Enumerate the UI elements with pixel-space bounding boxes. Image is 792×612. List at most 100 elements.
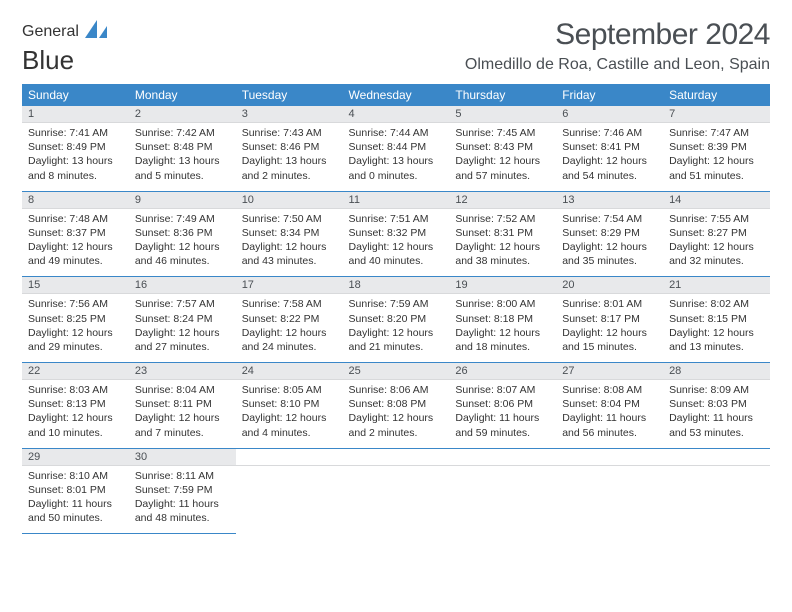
day-number: 11 bbox=[343, 192, 450, 209]
day-cell: 2Sunrise: 7:42 AMSunset: 8:48 PMDaylight… bbox=[129, 106, 236, 191]
day-number: 29 bbox=[22, 449, 129, 466]
day-content: Sunrise: 8:10 AMSunset: 8:01 PMDaylight:… bbox=[22, 466, 129, 534]
day-cell: 18Sunrise: 7:59 AMSunset: 8:20 PMDayligh… bbox=[343, 277, 450, 363]
day-number: 14 bbox=[663, 192, 770, 209]
day-cell: 11Sunrise: 7:51 AMSunset: 8:32 PMDayligh… bbox=[343, 191, 450, 277]
day-cell: 1Sunrise: 7:41 AMSunset: 8:49 PMDaylight… bbox=[22, 106, 129, 191]
day-number: 3 bbox=[236, 106, 343, 123]
day-cell: 3Sunrise: 7:43 AMSunset: 8:46 PMDaylight… bbox=[236, 106, 343, 191]
day-number: 27 bbox=[556, 363, 663, 380]
day-cell: 4Sunrise: 7:44 AMSunset: 8:44 PMDaylight… bbox=[343, 106, 450, 191]
day-content: Sunrise: 7:54 AMSunset: 8:29 PMDaylight:… bbox=[556, 209, 663, 277]
dow-row: SundayMondayTuesdayWednesdayThursdayFrid… bbox=[22, 84, 770, 106]
day-cell: 27Sunrise: 8:08 AMSunset: 8:04 PMDayligh… bbox=[556, 363, 663, 449]
day-content: Sunrise: 7:51 AMSunset: 8:32 PMDaylight:… bbox=[343, 209, 450, 277]
day-number: 17 bbox=[236, 277, 343, 294]
day-number: 25 bbox=[343, 363, 450, 380]
day-content: Sunrise: 7:58 AMSunset: 8:22 PMDaylight:… bbox=[236, 294, 343, 362]
day-number: 13 bbox=[556, 192, 663, 209]
week-row: 22Sunrise: 8:03 AMSunset: 8:13 PMDayligh… bbox=[22, 363, 770, 449]
day-cell: 8Sunrise: 7:48 AMSunset: 8:37 PMDaylight… bbox=[22, 191, 129, 277]
day-content: Sunrise: 8:04 AMSunset: 8:11 PMDaylight:… bbox=[129, 380, 236, 448]
day-cell: 10Sunrise: 7:50 AMSunset: 8:34 PMDayligh… bbox=[236, 191, 343, 277]
day-cell bbox=[236, 448, 343, 534]
day-content: Sunrise: 8:02 AMSunset: 8:15 PMDaylight:… bbox=[663, 294, 770, 362]
day-content: Sunrise: 7:45 AMSunset: 8:43 PMDaylight:… bbox=[449, 123, 556, 191]
dow-cell: Monday bbox=[129, 84, 236, 106]
day-number: 20 bbox=[556, 277, 663, 294]
day-cell: 22Sunrise: 8:03 AMSunset: 8:13 PMDayligh… bbox=[22, 363, 129, 449]
week-row: 8Sunrise: 7:48 AMSunset: 8:37 PMDaylight… bbox=[22, 191, 770, 277]
day-cell: 24Sunrise: 8:05 AMSunset: 8:10 PMDayligh… bbox=[236, 363, 343, 449]
day-cell: 21Sunrise: 8:02 AMSunset: 8:15 PMDayligh… bbox=[663, 277, 770, 363]
day-cell: 6Sunrise: 7:46 AMSunset: 8:41 PMDaylight… bbox=[556, 106, 663, 191]
day-content: Sunrise: 7:41 AMSunset: 8:49 PMDaylight:… bbox=[22, 123, 129, 191]
day-cell: 12Sunrise: 7:52 AMSunset: 8:31 PMDayligh… bbox=[449, 191, 556, 277]
day-content: Sunrise: 7:42 AMSunset: 8:48 PMDaylight:… bbox=[129, 123, 236, 191]
day-number: 8 bbox=[22, 192, 129, 209]
location: Olmedillo de Roa, Castille and Leon, Spa… bbox=[465, 56, 770, 74]
dow-cell: Wednesday bbox=[343, 84, 450, 106]
day-content: Sunrise: 8:00 AMSunset: 8:18 PMDaylight:… bbox=[449, 294, 556, 362]
day-content: Sunrise: 7:48 AMSunset: 8:37 PMDaylight:… bbox=[22, 209, 129, 277]
day-cell: 9Sunrise: 7:49 AMSunset: 8:36 PMDaylight… bbox=[129, 191, 236, 277]
day-cell: 20Sunrise: 8:01 AMSunset: 8:17 PMDayligh… bbox=[556, 277, 663, 363]
day-number: 1 bbox=[22, 106, 129, 123]
day-cell: 23Sunrise: 8:04 AMSunset: 8:11 PMDayligh… bbox=[129, 363, 236, 449]
day-cell bbox=[343, 448, 450, 534]
day-number: 10 bbox=[236, 192, 343, 209]
day-content: Sunrise: 7:55 AMSunset: 8:27 PMDaylight:… bbox=[663, 209, 770, 277]
sail-icon bbox=[83, 18, 111, 45]
day-cell: 5Sunrise: 7:45 AMSunset: 8:43 PMDaylight… bbox=[449, 106, 556, 191]
title-block: September 2024 Olmedillo de Roa, Castill… bbox=[465, 18, 770, 74]
day-number: 21 bbox=[663, 277, 770, 294]
day-cell: 28Sunrise: 8:09 AMSunset: 8:03 PMDayligh… bbox=[663, 363, 770, 449]
day-content: Sunrise: 8:01 AMSunset: 8:17 PMDaylight:… bbox=[556, 294, 663, 362]
day-cell bbox=[449, 448, 556, 534]
day-cell: 26Sunrise: 8:07 AMSunset: 8:06 PMDayligh… bbox=[449, 363, 556, 449]
day-content: Sunrise: 7:57 AMSunset: 8:24 PMDaylight:… bbox=[129, 294, 236, 362]
dow-cell: Tuesday bbox=[236, 84, 343, 106]
week-row: 1Sunrise: 7:41 AMSunset: 8:49 PMDaylight… bbox=[22, 106, 770, 191]
day-number: 24 bbox=[236, 363, 343, 380]
day-cell: 25Sunrise: 8:06 AMSunset: 8:08 PMDayligh… bbox=[343, 363, 450, 449]
week-row: 29Sunrise: 8:10 AMSunset: 8:01 PMDayligh… bbox=[22, 448, 770, 534]
day-content: Sunrise: 7:52 AMSunset: 8:31 PMDaylight:… bbox=[449, 209, 556, 277]
dow-cell: Thursday bbox=[449, 84, 556, 106]
day-number: 28 bbox=[663, 363, 770, 380]
day-cell: 29Sunrise: 8:10 AMSunset: 8:01 PMDayligh… bbox=[22, 448, 129, 534]
day-number: 5 bbox=[449, 106, 556, 123]
day-content: Sunrise: 8:09 AMSunset: 8:03 PMDaylight:… bbox=[663, 380, 770, 448]
day-number: 22 bbox=[22, 363, 129, 380]
day-content: Sunrise: 7:50 AMSunset: 8:34 PMDaylight:… bbox=[236, 209, 343, 277]
day-cell: 14Sunrise: 7:55 AMSunset: 8:27 PMDayligh… bbox=[663, 191, 770, 277]
day-cell: 16Sunrise: 7:57 AMSunset: 8:24 PMDayligh… bbox=[129, 277, 236, 363]
day-content: Sunrise: 7:49 AMSunset: 8:36 PMDaylight:… bbox=[129, 209, 236, 277]
day-number: 19 bbox=[449, 277, 556, 294]
day-content: Sunrise: 7:47 AMSunset: 8:39 PMDaylight:… bbox=[663, 123, 770, 191]
day-number: 7 bbox=[663, 106, 770, 123]
logo: General Blue bbox=[22, 18, 111, 76]
day-number: 30 bbox=[129, 449, 236, 466]
day-cell: 7Sunrise: 7:47 AMSunset: 8:39 PMDaylight… bbox=[663, 106, 770, 191]
brand-part1: General bbox=[22, 23, 79, 41]
day-cell: 30Sunrise: 8:11 AMSunset: 7:59 PMDayligh… bbox=[129, 448, 236, 534]
brand-part2: Blue bbox=[22, 45, 111, 76]
day-cell bbox=[663, 448, 770, 534]
day-content: Sunrise: 8:07 AMSunset: 8:06 PMDaylight:… bbox=[449, 380, 556, 448]
day-content: Sunrise: 8:08 AMSunset: 8:04 PMDaylight:… bbox=[556, 380, 663, 448]
header: General Blue September 2024 Olmedillo de… bbox=[22, 18, 770, 76]
day-content: Sunrise: 7:46 AMSunset: 8:41 PMDaylight:… bbox=[556, 123, 663, 191]
week-row: 15Sunrise: 7:56 AMSunset: 8:25 PMDayligh… bbox=[22, 277, 770, 363]
day-content: Sunrise: 7:59 AMSunset: 8:20 PMDaylight:… bbox=[343, 294, 450, 362]
day-content: Sunrise: 7:43 AMSunset: 8:46 PMDaylight:… bbox=[236, 123, 343, 191]
day-number: 26 bbox=[449, 363, 556, 380]
day-cell: 19Sunrise: 8:00 AMSunset: 8:18 PMDayligh… bbox=[449, 277, 556, 363]
calendar: SundayMondayTuesdayWednesdayThursdayFrid… bbox=[22, 84, 770, 534]
day-number: 4 bbox=[343, 106, 450, 123]
day-cell: 13Sunrise: 7:54 AMSunset: 8:29 PMDayligh… bbox=[556, 191, 663, 277]
day-content: Sunrise: 8:06 AMSunset: 8:08 PMDaylight:… bbox=[343, 380, 450, 448]
day-number: 15 bbox=[22, 277, 129, 294]
day-content: Sunrise: 8:11 AMSunset: 7:59 PMDaylight:… bbox=[129, 466, 236, 534]
dow-cell: Saturday bbox=[663, 84, 770, 106]
